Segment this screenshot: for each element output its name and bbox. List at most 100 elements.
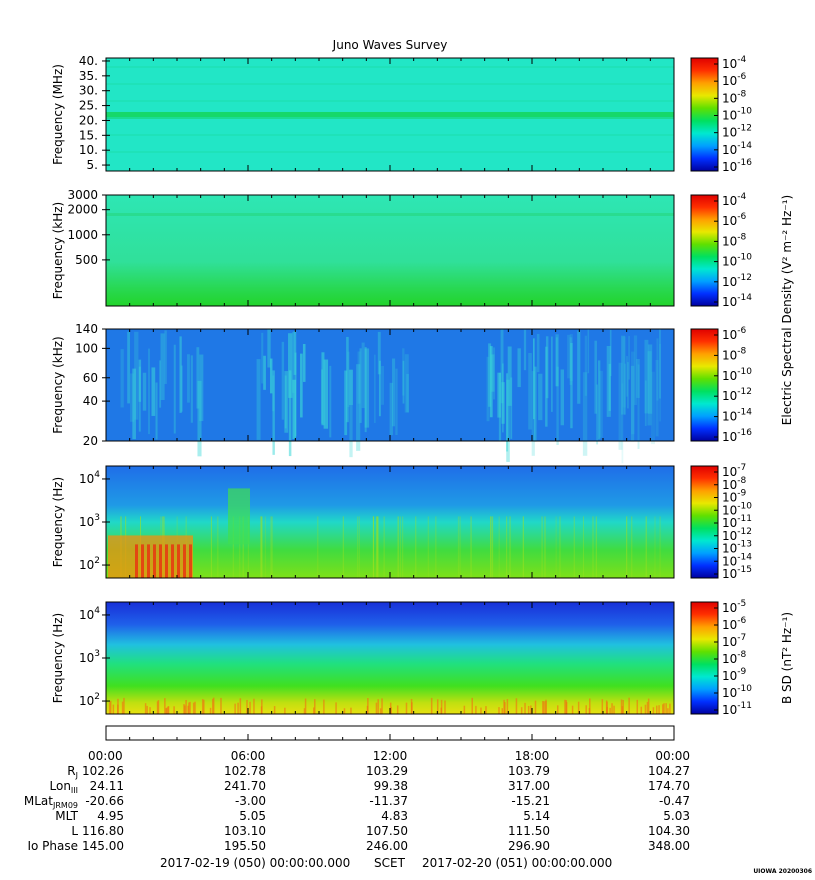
burst-streak: [636, 358, 640, 398]
texture-streak: [646, 701, 649, 714]
texture-streak: [626, 516, 628, 578]
burst-streak: [196, 347, 200, 409]
burst-streak: [608, 363, 611, 411]
colorbar-tick-exponent: -8: [737, 89, 746, 99]
y-tick-label: 3000: [67, 188, 98, 202]
texture-streak: [541, 516, 543, 578]
texture-streak: [217, 516, 219, 578]
texture-streak: [157, 700, 160, 714]
burst-streak: [395, 368, 398, 436]
burst-streak: [155, 382, 158, 440]
texture-streak: [146, 705, 148, 714]
burst-streak: [392, 358, 396, 427]
colorbar-tick-exponent: -7: [737, 463, 746, 473]
hotspot-streak: [189, 544, 192, 578]
burst-streak: [497, 372, 501, 418]
ephemeris-row-subscript: III: [71, 786, 78, 795]
texture-streak: [377, 516, 379, 578]
colorbar-3: 10-6 10-8 10-10 10-12 10-14 10-16: [690, 326, 752, 444]
burst-streak: [288, 333, 293, 398]
texture-streak: [613, 705, 615, 714]
colorbar-tick-label: 10-6: [722, 326, 747, 342]
y-tick-exponent: 4: [94, 470, 100, 480]
ephemeris-row-label: MLT: [55, 809, 78, 823]
ephemeris-row-label: L: [71, 824, 78, 838]
panel-1: 40.35.30.25.20.15.10.5. Frequency (MHz): [51, 54, 675, 172]
burst-streak: [647, 351, 652, 426]
y-tick-label: 40: [83, 394, 98, 408]
colorbar-tick-label: 10-12: [722, 124, 752, 140]
texture-streak: [606, 706, 608, 714]
ephemeris-value: 103.10: [224, 824, 266, 838]
colorbar-tick-label: 10-14: [722, 408, 752, 424]
colorbar-tick-exponent: -14: [737, 293, 752, 303]
colorbar-ramp: [690, 601, 719, 715]
texture-streak: [435, 516, 437, 578]
ephemeris-value: -11.37: [369, 794, 408, 808]
colorbar-tick-label: 10-4: [722, 192, 747, 208]
burst-streak: [347, 351, 350, 408]
texture-streak: [645, 516, 647, 578]
y-tick-label: 103: [79, 649, 100, 665]
texture-streak: [303, 708, 306, 714]
texture-streak: [192, 702, 195, 714]
colorbar-tick-exponent: -4: [737, 55, 746, 65]
burst-streak: [263, 355, 266, 390]
ephemeris-value: 111.50: [508, 824, 550, 838]
texture-streak: [436, 699, 439, 714]
footer-end-time: 2017-02-20 (051) 00:00:00.000: [422, 856, 612, 870]
texture-streak: [109, 700, 112, 714]
y-tick-label: 5.: [87, 158, 98, 172]
ephemeris-value: 4.83: [381, 809, 408, 823]
ephemeris-value: 145.00: [82, 839, 124, 853]
colorbar-ramp: [690, 328, 719, 442]
burst-streak: [631, 351, 635, 435]
y-tick-exponent: 4: [94, 606, 100, 616]
texture-streak: [367, 698, 369, 714]
texture-streak: [411, 702, 413, 714]
burst-streak: [134, 331, 139, 420]
texture-streak: [284, 707, 286, 714]
texture-streak: [220, 697, 222, 714]
texture-streak: [188, 702, 190, 714]
texture-streak: [655, 705, 658, 714]
colorbar-2: 10-4 10-6 10-8 10-10 10-12 10-14: [690, 192, 752, 309]
time-label: 18:00: [515, 749, 550, 763]
texture-streak: [350, 707, 352, 714]
burst-streak: [270, 358, 273, 394]
colorbar-units-magnetic: B SD (nT² Hz⁻¹): [780, 612, 794, 704]
texture-streak: [373, 516, 375, 578]
colorbar-units-electric: Electric Spectral Density (V² m⁻² Hz⁻¹): [780, 195, 794, 425]
texture-streak: [522, 516, 524, 578]
texture-streak: [396, 705, 399, 714]
texture-streak: [184, 705, 186, 714]
texture-streak: [492, 516, 494, 578]
texture-streak: [357, 516, 359, 578]
texture-streak: [669, 703, 671, 714]
burst-streak: [533, 338, 535, 420]
burst-streak: [272, 370, 275, 455]
hotspot-streak: [159, 544, 162, 578]
burst-streak: [644, 339, 649, 414]
burst-streak: [523, 329, 527, 371]
low-freq-hotspot: [108, 535, 193, 578]
y-tick-label: 35.: [79, 69, 98, 83]
texture-streak: [156, 701, 159, 714]
burst-streak: [621, 335, 626, 415]
colorbar-tick-label: 10-10: [722, 253, 752, 269]
burst-streak: [402, 360, 405, 404]
texture-streak: [588, 708, 591, 714]
burst-streak: [659, 329, 661, 399]
hotspot-streak: [171, 544, 174, 578]
burst-streak: [567, 334, 571, 379]
texture-streak: [571, 705, 574, 714]
ephemeris-value: 103.29: [366, 764, 408, 778]
texture-streak: [534, 700, 537, 714]
colorbar-tick-label: 10-10: [722, 684, 752, 700]
burst-streak: [489, 346, 493, 418]
texture-streak: [662, 704, 664, 714]
texture-streak: [203, 699, 205, 714]
texture-streak: [544, 516, 546, 578]
texture-streak: [247, 516, 249, 578]
